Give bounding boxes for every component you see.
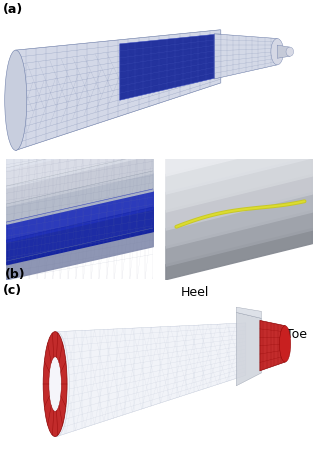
Polygon shape bbox=[236, 312, 261, 386]
Polygon shape bbox=[260, 321, 285, 371]
Ellipse shape bbox=[286, 47, 294, 56]
Text: (c): (c) bbox=[3, 285, 22, 297]
Ellipse shape bbox=[5, 50, 27, 150]
Ellipse shape bbox=[44, 331, 69, 437]
Polygon shape bbox=[214, 34, 277, 79]
Polygon shape bbox=[277, 45, 290, 58]
Ellipse shape bbox=[279, 326, 291, 362]
Text: (a): (a) bbox=[3, 3, 23, 16]
Polygon shape bbox=[120, 35, 214, 100]
Polygon shape bbox=[236, 307, 261, 318]
Text: Toe: Toe bbox=[286, 328, 306, 341]
Ellipse shape bbox=[43, 331, 67, 437]
Polygon shape bbox=[57, 323, 246, 437]
Ellipse shape bbox=[49, 357, 61, 411]
Ellipse shape bbox=[271, 39, 284, 65]
Text: Heel: Heel bbox=[181, 286, 209, 299]
Polygon shape bbox=[16, 30, 220, 150]
Text: (b): (b) bbox=[5, 268, 25, 281]
